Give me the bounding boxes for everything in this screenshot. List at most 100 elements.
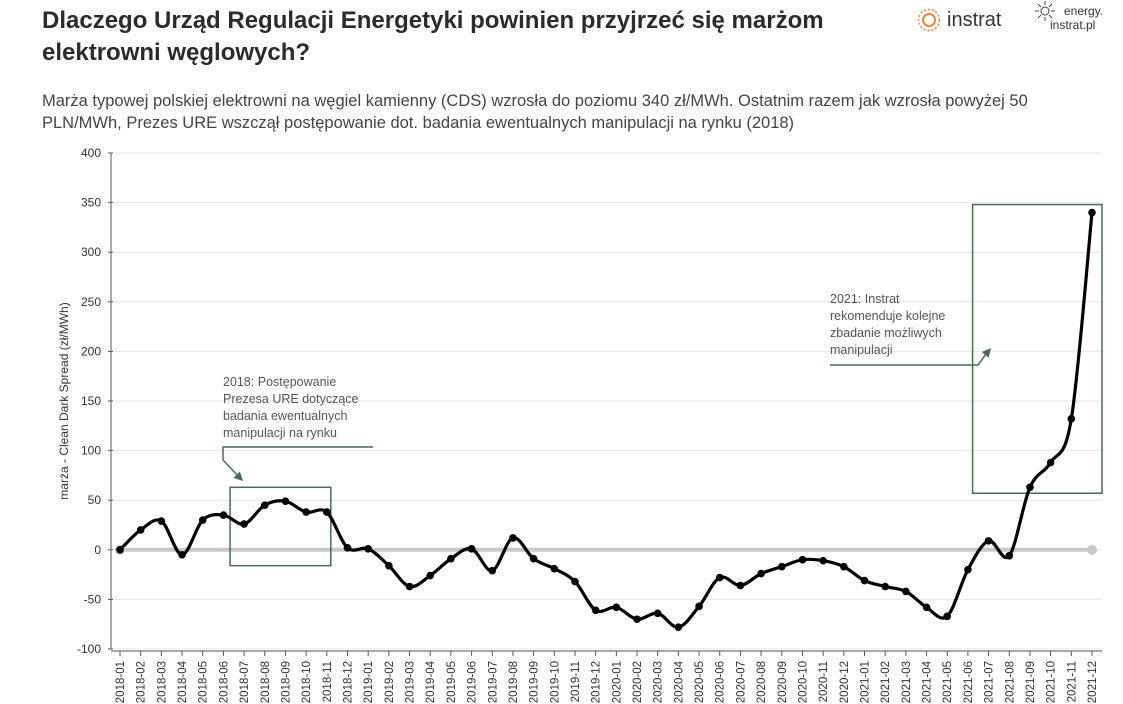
- data-point: [157, 517, 166, 525]
- annotation-text-2021: zbadanie możliwych: [830, 326, 942, 340]
- x-tick-label: 2021-03: [901, 661, 913, 703]
- data-point: [757, 569, 765, 578]
- data-point: [550, 564, 559, 573]
- annotation-leader-2021: [830, 353, 987, 366]
- data-point: [385, 561, 393, 570]
- x-tick-label: 2020-06: [715, 661, 727, 703]
- y-tick-label: 100: [81, 444, 101, 458]
- data-point: [509, 534, 517, 542]
- x-tick-label: 2020-11: [818, 661, 830, 702]
- data-point: [219, 511, 228, 519]
- annotation-text-2018: manipulacji na rynku: [223, 426, 337, 440]
- x-tick-label: 2019-07: [487, 661, 499, 703]
- x-tick-label: 2019-01: [363, 661, 375, 703]
- data-point: [674, 623, 683, 631]
- x-tick-label: 2021-07: [984, 661, 996, 703]
- x-tick-label: 2018-05: [198, 661, 210, 703]
- x-tick-label: 2021-08: [1004, 661, 1016, 703]
- data-point: [840, 562, 848, 571]
- annotation-arrowhead-2021: [981, 348, 991, 358]
- data-point: [426, 571, 435, 580]
- x-tick-label: 2018-07: [239, 661, 251, 703]
- data-point: [653, 609, 662, 618]
- energy-sun-icon: [1035, 1, 1055, 21]
- x-tick-label: 2019-02: [384, 661, 396, 703]
- data-point: [405, 582, 414, 591]
- x-tick-label: 2018-10: [301, 661, 313, 703]
- data-point: [529, 554, 538, 563]
- x-tick-label: 2019-04: [425, 660, 437, 703]
- data-point: [447, 554, 455, 563]
- y-axis-label: marża - Clean Dark Spread (zł/MWh): [57, 302, 71, 499]
- zero-line-end-dot: [1087, 544, 1097, 555]
- data-point: [260, 501, 269, 509]
- x-tick-label: 2021-10: [1046, 661, 1058, 703]
- annotation-text-2018: badania ewentualnych: [223, 409, 347, 423]
- y-tick-label: 400: [81, 146, 101, 160]
- energy-instrat-logo[interactable]: energy. instrat.pl: [1034, 0, 1114, 40]
- data-point: [633, 615, 641, 624]
- y-tick-label: 150: [81, 394, 101, 408]
- x-tick-label: 2020-09: [777, 661, 789, 703]
- data-point: [777, 562, 786, 571]
- data-point: [695, 602, 703, 611]
- data-point: [1088, 208, 1096, 217]
- annotations: 2018: Postępowanie Prezesa URE dotyczące b…: [222, 203, 1103, 567]
- x-tick-label: 2020-03: [653, 661, 665, 703]
- data-point: [984, 537, 993, 545]
- x-tick-label: 2018-12: [342, 661, 354, 703]
- x-tick-label: 2020-01: [611, 661, 623, 703]
- annotation-arrowhead-2018: [233, 471, 243, 481]
- data-point: [1026, 483, 1034, 492]
- x-tick-label: 2018-03: [156, 661, 168, 703]
- data-point: [860, 576, 869, 585]
- x-tick-label: 2019-06: [467, 661, 479, 703]
- y-tick-label: 300: [81, 245, 101, 259]
- x-tick-label: 2018-04: [177, 660, 189, 703]
- data-point: [943, 612, 952, 621]
- y-tick-label: -100: [77, 642, 101, 656]
- x-tick-label: 2020-05: [694, 661, 706, 703]
- data-point: [798, 555, 807, 564]
- data-point: [281, 497, 290, 505]
- x-tick-label: 2019-05: [446, 661, 458, 703]
- x-tick-label: 2019-11: [570, 661, 582, 702]
- instrat-logo-text: instrat: [947, 8, 1002, 31]
- data-series: [116, 208, 1096, 631]
- x-tick-label: 2020-10: [797, 661, 809, 703]
- instrat-sun-icon: [917, 8, 941, 32]
- x-tick-label: 2021-06: [963, 661, 975, 703]
- x-tick-label: 2019-08: [508, 661, 520, 703]
- x-tick-label: 2021-09: [1025, 661, 1037, 703]
- data-point: [1046, 458, 1055, 467]
- data-point: [1067, 415, 1076, 423]
- x-tick-label: 2018-11: [322, 661, 334, 702]
- data-point: [198, 516, 207, 524]
- x-tick-label: 2018-08: [260, 661, 272, 703]
- x-tick-label: 2020-07: [735, 661, 747, 703]
- x-tick-label: 2018-01: [115, 661, 127, 703]
- data-point: [178, 550, 186, 559]
- data-point: [612, 603, 621, 612]
- data-point: [964, 565, 972, 574]
- chart-title: Dlaczego Urząd Regulacji Energetyki powi…: [42, 7, 824, 66]
- x-tick-label: 2018-02: [136, 661, 148, 703]
- instrat-logo[interactable]: instrat: [917, 8, 1001, 32]
- x-tick-label: 2019-12: [591, 661, 603, 703]
- data-point: [922, 603, 931, 612]
- chart-subtitle: Marża typowej polskiej elektrowni na węg…: [42, 92, 1028, 132]
- x-tick-label: 2019-09: [529, 661, 541, 703]
- data-point: [302, 508, 310, 516]
- axes: -100 -50 0 50 100 150 200 250 300 350 400 marża - C…: [57, 146, 1102, 703]
- annotation-text-2021: 2021: Instrat: [830, 292, 900, 306]
- x-tick-label: 2019-03: [405, 661, 417, 703]
- data-point: [715, 573, 724, 582]
- x-tick-label: 2019-10: [549, 661, 561, 703]
- x-tick-label: 2021-11: [1066, 661, 1078, 702]
- annotation-text-2018: Prezesa URE dotyczące: [223, 392, 359, 406]
- line-chart: -100 -50 0 50 100 150 200 250 300 350 400 marża - C…: [57, 146, 1103, 703]
- data-point: [116, 546, 124, 554]
- data-point: [571, 577, 579, 586]
- annotation-text-2021: manipulacji: [830, 343, 893, 357]
- x-tick-label: 2021-05: [942, 661, 954, 703]
